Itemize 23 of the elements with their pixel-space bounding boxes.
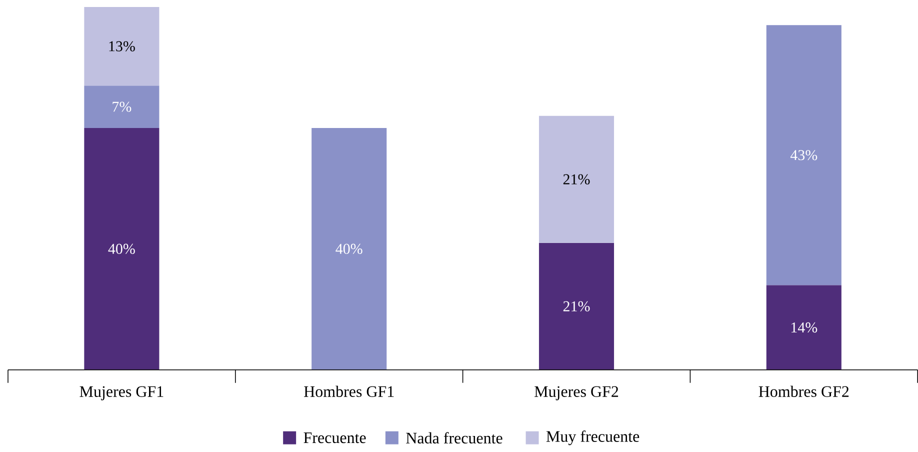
- data-label: 43%: [790, 150, 818, 160]
- x-tick-label: Hombres GF2: [758, 386, 849, 398]
- data-label: 7%: [112, 102, 132, 112]
- data-label: 21%: [563, 174, 590, 185]
- legend-label: Frecuente: [304, 432, 366, 444]
- data-label: 14%: [791, 322, 818, 333]
- bar: [312, 128, 387, 370]
- data-label: 40%: [108, 244, 135, 254]
- bar: [538, 242, 614, 370]
- x-tick-label: Mujeres GF1: [80, 386, 164, 400]
- bar: [538, 116, 614, 243]
- bar: [766, 285, 842, 370]
- legend-label: Nada frecuente: [406, 432, 502, 444]
- bar: [84, 86, 160, 128]
- bar: [84, 128, 160, 370]
- x-tick-label: Mujeres GF2: [534, 386, 618, 400]
- data-label: 13%: [109, 41, 135, 52]
- data-label: 21%: [563, 301, 590, 312]
- x-tick-label: Hombres GF1: [304, 386, 394, 398]
- legend-label: Muy frecuente: [546, 430, 640, 446]
- bar: [84, 7, 160, 86]
- data-label: 40%: [336, 244, 362, 254]
- bar: [766, 25, 842, 286]
